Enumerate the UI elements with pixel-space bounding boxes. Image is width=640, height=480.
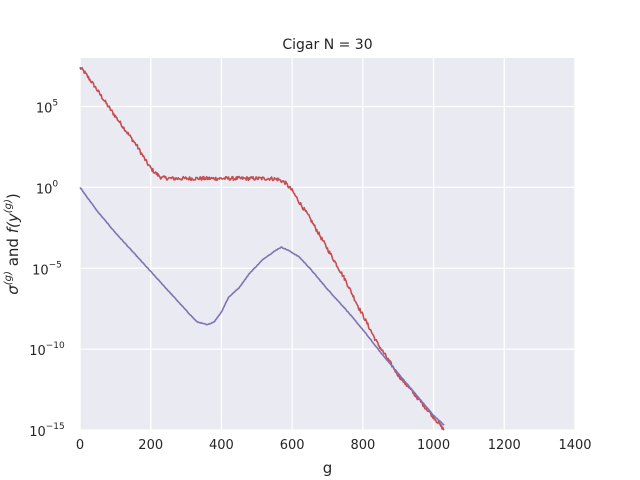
- y-label-sigma: σ: [4, 285, 22, 295]
- x-tick-label: 200: [138, 438, 163, 453]
- plot-background: [80, 58, 575, 430]
- x-tick-label: 0: [76, 438, 84, 453]
- x-tick-label: 1400: [558, 438, 591, 453]
- x-axis-label: g: [323, 459, 333, 477]
- y-label-sup1: (g): [3, 271, 14, 285]
- y-tick-label: 105: [36, 99, 58, 117]
- y-tick-label: 10−5: [32, 260, 62, 278]
- series-layer: [79, 66, 445, 431]
- y-axis-label: σ(g) and f(y(g)): [3, 193, 22, 295]
- y-label-and: and: [4, 238, 22, 266]
- grid: [79, 58, 576, 431]
- series-line-2: [79, 186, 445, 426]
- x-tick-label: 1200: [488, 438, 521, 453]
- x-tick-label: 400: [209, 438, 234, 453]
- y-label-close: ): [4, 193, 22, 199]
- chart-title: Cigar N = 30: [282, 37, 372, 53]
- y-tick-label: 100: [36, 179, 59, 197]
- x-tick-label: 1000: [417, 438, 450, 453]
- x-tick-label: 600: [280, 438, 305, 453]
- y-label-f: f(y: [4, 212, 22, 233]
- x-tick-label: 800: [350, 438, 375, 453]
- series-line-1: [79, 66, 445, 431]
- y-tick-label: 10−15: [29, 422, 65, 440]
- y-label-sup2: (g): [3, 199, 14, 213]
- y-tick-label: 10−10: [29, 341, 65, 359]
- tick-labels: 0 200 400 600 800 1000 1200 1400 10−15 10−10 10−5 1…: [29, 99, 591, 453]
